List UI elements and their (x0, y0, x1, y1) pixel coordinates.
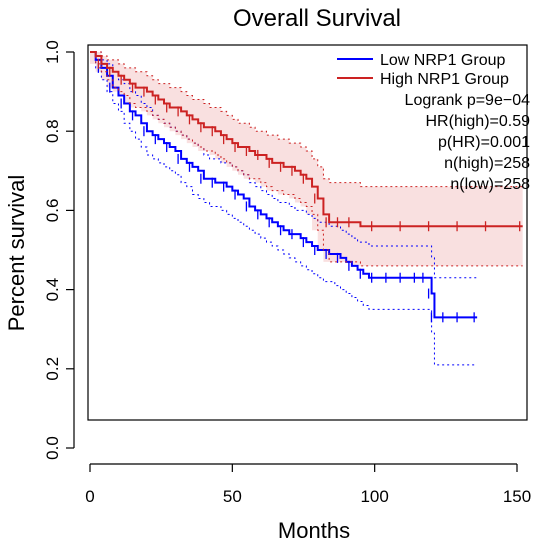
stat-annotation: n(low)=258 (450, 176, 530, 193)
y-axis-label: Percent survival (4, 175, 29, 332)
stat-annotation: n(high)=258 (444, 155, 530, 172)
high-group-ci-band (90, 52, 523, 266)
y-tick-label: 0.6 (43, 199, 62, 223)
y-tick-label: 0.2 (43, 357, 62, 381)
stat-annotation: Logrank p=9e−04 (405, 92, 531, 109)
stat-annotation: HR(high)=0.59 (426, 113, 531, 130)
y-tick-label: 0.4 (43, 278, 62, 302)
low-group-survival-line (90, 51, 478, 319)
high-group-ci-lower-line (90, 51, 523, 267)
x-tick-label: 150 (503, 487, 531, 506)
y-tick-label: 0.0 (43, 436, 62, 460)
high-group-ci-upper-line (90, 51, 523, 188)
x-tick-label: 100 (360, 487, 388, 506)
x-axis-label: Months (278, 518, 350, 543)
high-group-survival-line (90, 51, 523, 228)
legend-label-low: Low NRP1 Group (380, 52, 505, 69)
x-axis: 0 50 100 150 (85, 463, 531, 506)
legend: Low NRP1 Group High NRP1 Group (337, 52, 509, 88)
y-tick-label: 0.8 (43, 119, 62, 143)
plot-frame (87, 44, 528, 421)
legend-label-high: High NRP1 Group (380, 71, 509, 88)
y-tick-label: 1.0 (43, 40, 62, 64)
chart-title: Overall Survival (233, 5, 401, 32)
plot-area (87, 44, 528, 421)
stat-annotation: p(HR)=0.001 (438, 134, 530, 151)
low-group-ci-lower-line (90, 51, 478, 366)
y-axis: 0.0 0.2 0.4 0.6 0.8 1.0 (43, 40, 75, 460)
annotations: Logrank p=9e−04 HR(high)=0.59 p(HR)=0.001 n… (405, 92, 531, 193)
x-tick-label: 50 (223, 487, 242, 506)
x-tick-label: 0 (85, 487, 94, 506)
